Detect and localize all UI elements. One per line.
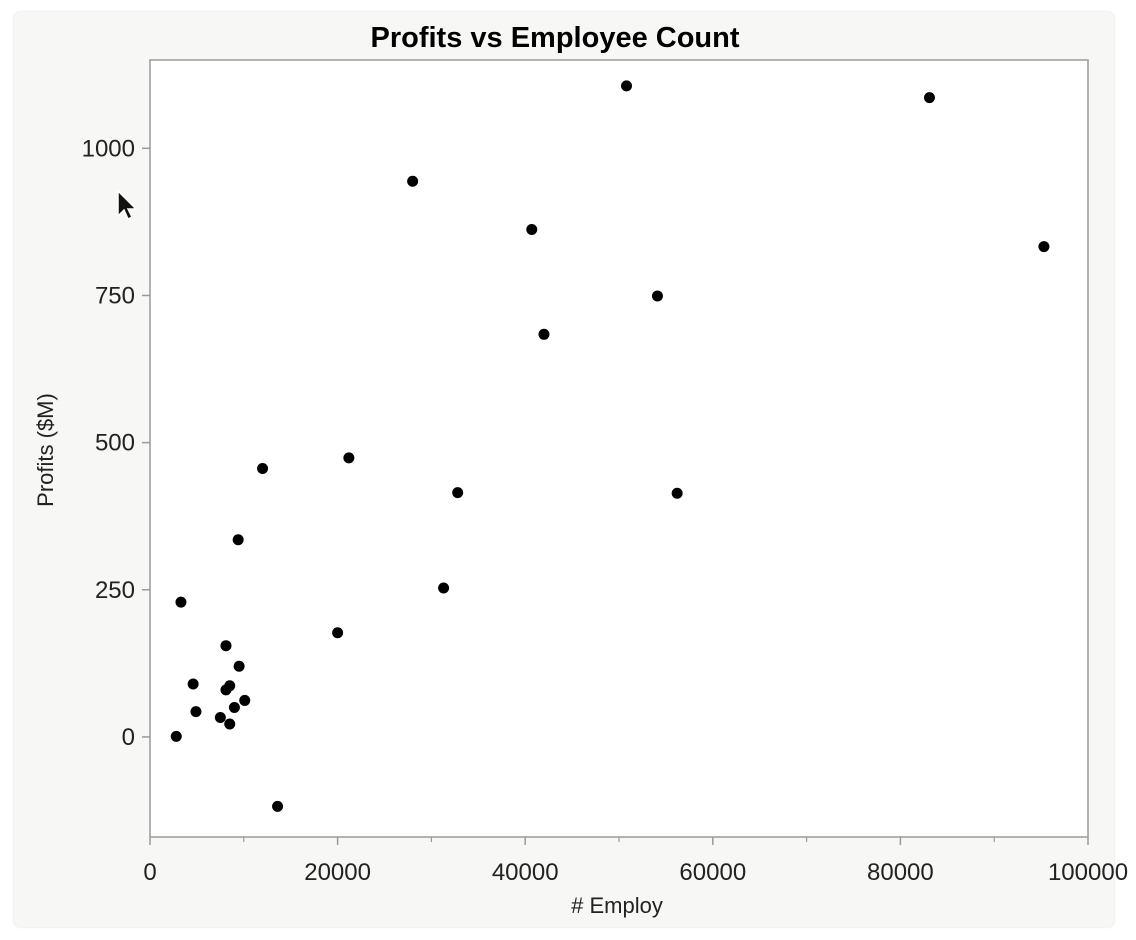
data-point xyxy=(343,452,355,464)
data-point xyxy=(332,627,344,639)
data-point xyxy=(220,640,232,652)
data-point xyxy=(526,224,538,236)
x-axis: 0 20000 40000 60000 80000 100000 xyxy=(143,837,1128,886)
data-point xyxy=(407,175,419,187)
x-tick-label: 60000 xyxy=(679,859,746,886)
y-tick-label: 500 xyxy=(95,430,135,457)
data-point xyxy=(438,582,450,594)
x-tick-label: 80000 xyxy=(867,859,934,886)
y-tick-label: 1000 xyxy=(82,135,135,162)
data-point xyxy=(1038,241,1050,253)
data-point xyxy=(538,328,550,340)
chart-title: Profits vs Employee Count xyxy=(370,22,739,54)
data-point xyxy=(175,596,187,608)
data-point xyxy=(214,712,226,724)
x-tick-label: 20000 xyxy=(304,859,371,886)
x-tick-label: 40000 xyxy=(492,859,559,886)
y-axis-label: Profits ($M) xyxy=(33,393,58,507)
y-tick-label: 0 xyxy=(122,724,135,751)
data-point xyxy=(923,92,935,104)
data-point xyxy=(170,730,182,742)
data-point xyxy=(220,684,232,696)
data-point xyxy=(239,694,251,706)
data-point xyxy=(232,534,244,546)
x-tick-label: 100000 xyxy=(1048,859,1128,886)
data-point xyxy=(257,463,269,475)
x-tick-label: 0 xyxy=(143,859,156,886)
data-point xyxy=(621,80,633,92)
data-point xyxy=(228,702,240,713)
data-point xyxy=(187,678,199,690)
data-point xyxy=(651,290,663,302)
y-axis: 0 250 500 750 1000 xyxy=(82,135,150,751)
data-points xyxy=(170,80,1050,812)
x-axis-label: # Employ xyxy=(571,893,663,918)
data-point xyxy=(671,487,683,499)
plot-area xyxy=(149,59,1089,838)
y-tick-label: 250 xyxy=(95,577,135,604)
data-point xyxy=(190,706,202,718)
data-point xyxy=(233,660,245,672)
y-tick-label: 750 xyxy=(95,282,135,309)
data-point xyxy=(452,487,464,499)
mouse-pointer-icon xyxy=(117,189,138,221)
data-point xyxy=(272,800,284,812)
data-point xyxy=(224,718,236,730)
